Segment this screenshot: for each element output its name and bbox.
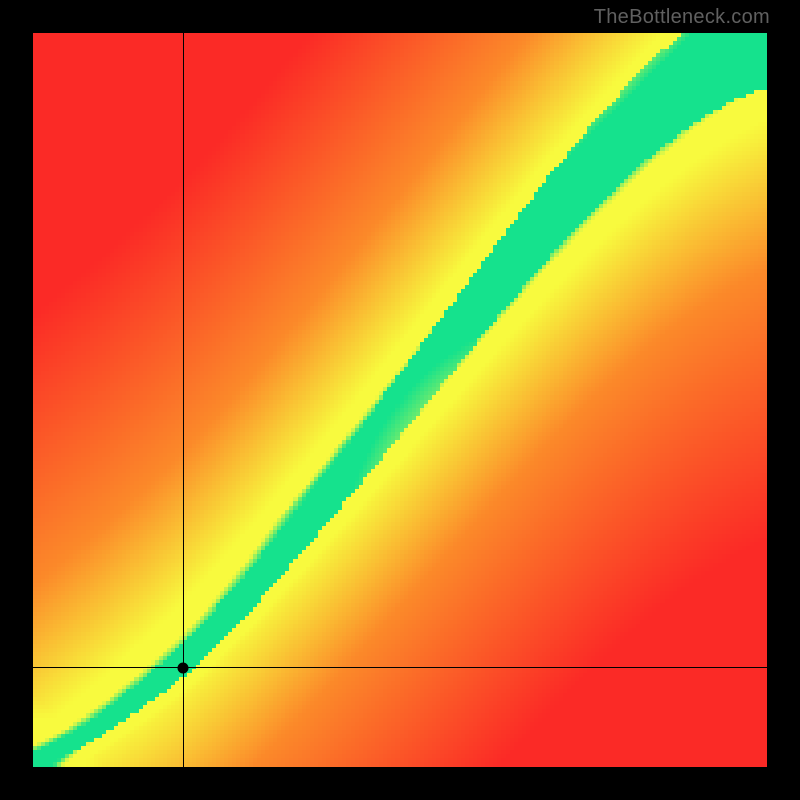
crosshair-horizontal <box>33 667 767 668</box>
chart-container: TheBottleneck.com <box>0 0 800 800</box>
crosshair-vertical <box>183 33 184 767</box>
bottleneck-marker-dot <box>178 662 189 673</box>
heatmap-canvas <box>33 33 767 767</box>
heatmap-plot-area <box>33 33 767 767</box>
watermark-text: TheBottleneck.com <box>594 6 770 29</box>
